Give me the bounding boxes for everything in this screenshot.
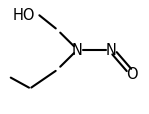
Text: N: N: [106, 43, 117, 58]
Text: O: O: [126, 66, 138, 81]
Text: N: N: [72, 43, 83, 58]
Text: HO: HO: [13, 8, 35, 23]
